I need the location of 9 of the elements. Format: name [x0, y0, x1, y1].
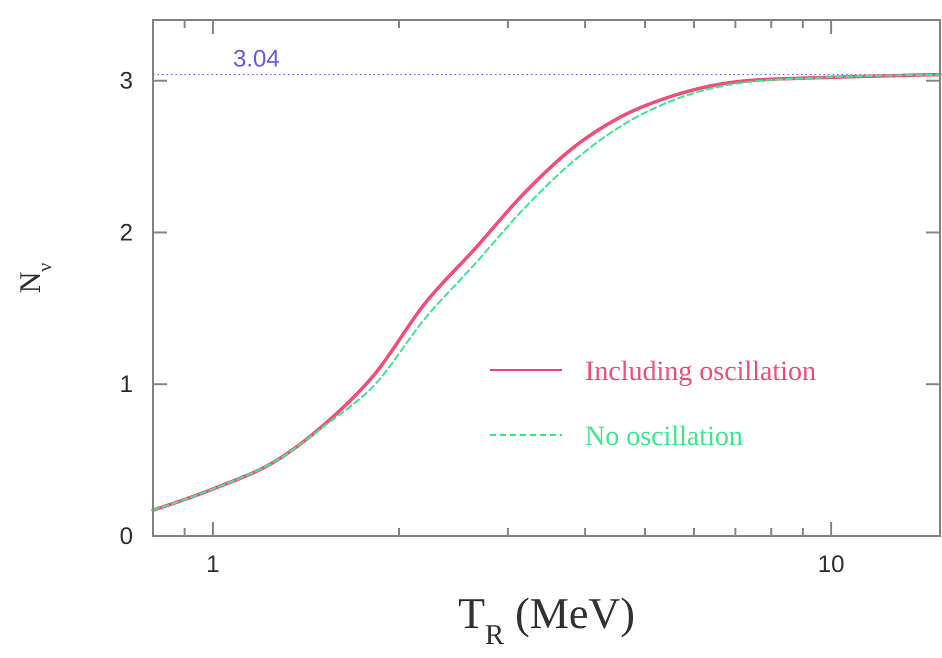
x-tick-label: 10	[818, 551, 844, 578]
legend-label: Including oscillation	[585, 356, 816, 387]
y-tick-label: 1	[120, 371, 133, 398]
legend-label: No oscillation	[585, 421, 743, 452]
y-tick-label: 2	[120, 219, 133, 246]
y-tick-label: 3	[120, 68, 133, 95]
y-tick-label: 0	[120, 523, 133, 550]
ref-line-label: 3.04	[233, 46, 280, 73]
x-axis-title: T$_{R}$ (MeV)	[458, 589, 635, 650]
